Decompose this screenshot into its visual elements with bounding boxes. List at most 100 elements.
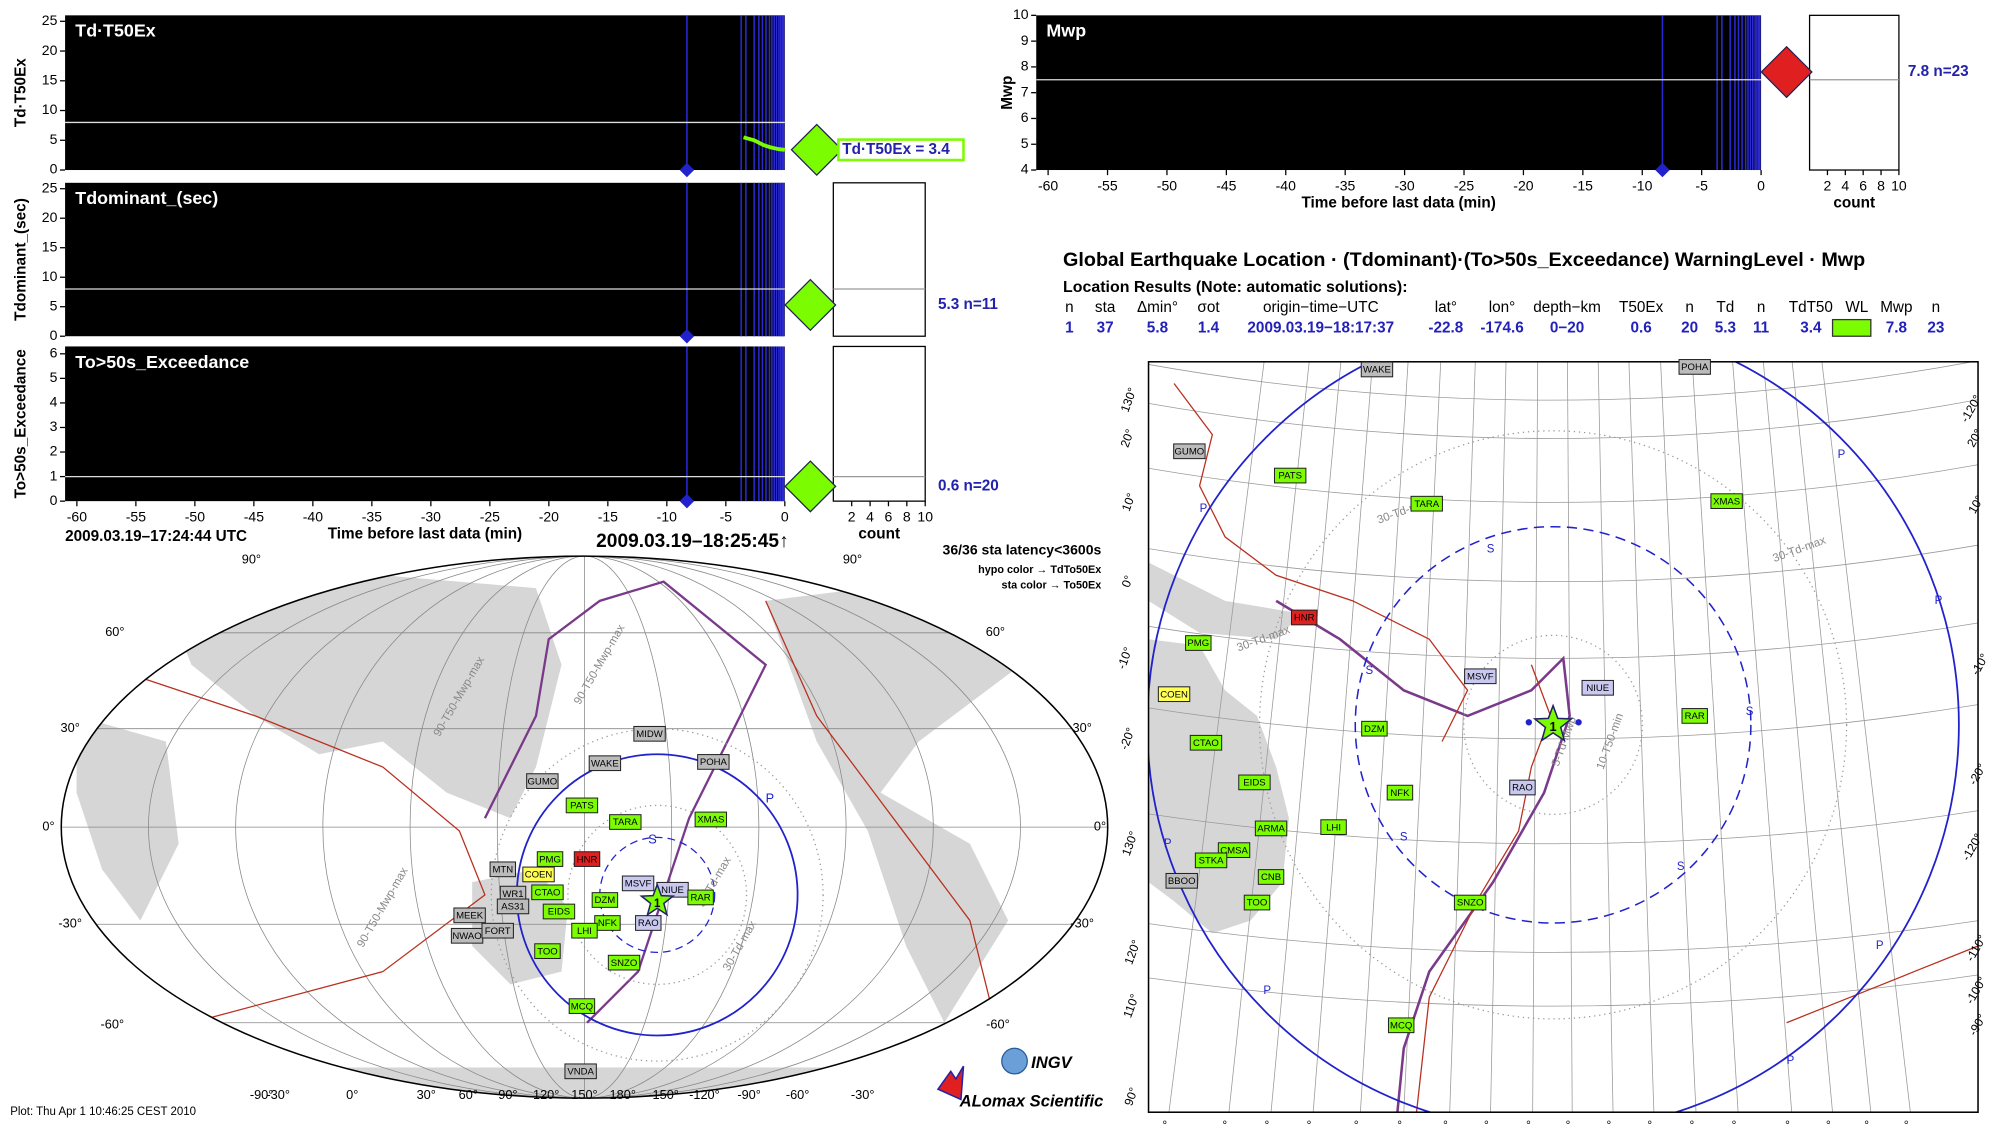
end-time: 2009.03.19–18:25:45↑ (596, 531, 788, 552)
ingv-globe (1001, 1047, 1028, 1075)
station-label: NWAO (452, 931, 481, 942)
count-tick-label: 8 (1877, 177, 1885, 193)
lat-label: 20° (1118, 427, 1137, 449)
station-box (526, 773, 559, 789)
table-header: Mwp (1880, 299, 1912, 316)
station-label: PATS (1278, 471, 1302, 482)
station-box (1173, 443, 1206, 460)
station-box (1509, 779, 1536, 796)
lat-label: 90° (1121, 1085, 1140, 1107)
lat-label: 0° (42, 818, 54, 833)
logo: ALomax Scientific (959, 1091, 1104, 1110)
graticule (148, 556, 1021, 1099)
map-border (1147, 361, 1979, 1113)
station-label: XMAS (1713, 496, 1740, 507)
station-label: RAR (1685, 711, 1705, 722)
station-box (633, 725, 666, 742)
x-tick-label: -60 (1038, 177, 1058, 193)
station-box (1581, 679, 1614, 696)
y-tick-label: 4 (1021, 161, 1029, 177)
station-box (496, 898, 530, 915)
lon-label: -90° (1895, 1118, 1916, 1125)
count-box (1808, 14, 1900, 171)
value-label: Td·T50Ex = 3.4 (842, 141, 950, 158)
phase-label: P (1876, 940, 1884, 952)
x-tick-label: -45 (1216, 177, 1236, 193)
count-tick-label: 10 (917, 508, 933, 524)
graticule (1312, 361, 1373, 1113)
y-tick-label: 5 (50, 131, 58, 147)
station-box (1410, 495, 1443, 512)
lon-label: 90° (498, 1087, 517, 1102)
station-label: PMG (539, 854, 561, 865)
station-box (536, 851, 564, 867)
logo: INGV (1031, 1053, 1073, 1072)
station-box (489, 861, 517, 878)
graticule (235, 556, 934, 1099)
graticule (1732, 361, 1793, 1113)
count-tick-label: 2 (848, 508, 856, 524)
station-box (1194, 852, 1228, 869)
station-label: TOO (1247, 898, 1268, 909)
lat-label: -30° (1070, 916, 1094, 931)
lon-label: -60° (786, 1087, 810, 1102)
phase-label: P (1263, 985, 1271, 997)
station-box (1165, 872, 1198, 889)
station-box (1464, 668, 1497, 685)
td-ring (1463, 634, 1644, 815)
panel-title: Tdominant_(sec) (75, 188, 218, 208)
plate-boundary (1786, 945, 1979, 1024)
table-header: σot (1197, 299, 1220, 316)
station-label: MTN (492, 864, 513, 875)
station-box (1189, 734, 1223, 751)
station-box (571, 922, 598, 939)
origin-marker (679, 162, 695, 178)
lon-label: -100° (1854, 1118, 1877, 1125)
y-tick-label: 0 (50, 492, 58, 508)
hypo-dot (1575, 719, 1582, 726)
y-tick-label: 15 (42, 238, 58, 254)
lon-label: 160° (1434, 1118, 1456, 1125)
table-header: n (1685, 299, 1694, 316)
station-label: EIDS (548, 907, 570, 918)
station-label: RAO (638, 918, 659, 929)
count-tick-label: 10 (1891, 177, 1907, 193)
lat-label: 0° (1119, 573, 1136, 589)
station-box (1360, 361, 1394, 378)
y-axis-label: Td·T50Ex (13, 58, 30, 127)
station-box (564, 1063, 597, 1080)
table-header: lon° (1489, 299, 1516, 316)
station-label: POHA (1681, 362, 1709, 373)
x-tick-label: -55 (1097, 177, 1117, 193)
station-label: RAR (691, 893, 711, 904)
y-tick-label: 6 (50, 345, 58, 361)
graticule (1762, 361, 1833, 1113)
station-box (687, 889, 714, 906)
lat-label: 30° (61, 720, 80, 735)
plate-boundary (101, 664, 486, 1024)
value-marker (784, 460, 837, 513)
table-cell: 0−20 (1550, 320, 1584, 337)
station-label: POHA (700, 757, 728, 768)
footer: Plot: Thu Apr 1 10:46:25 CEST 2010 (10, 1106, 196, 1118)
station-label: PATS (570, 801, 594, 812)
event-label: 1 (1550, 719, 1557, 734)
x-tick-label: -30 (421, 508, 441, 524)
count-label: count (858, 525, 900, 542)
y-tick-label: 2 (50, 443, 58, 459)
lon-label: -120° (1774, 1118, 1797, 1125)
station-label: SNZO (611, 958, 638, 969)
lon-label: -160° (1596, 1118, 1619, 1125)
graticule (1821, 361, 1911, 1113)
graticule (1490, 361, 1507, 1113)
station-box (534, 943, 561, 959)
station-box (1238, 774, 1271, 791)
y-tick-label: 5 (50, 369, 58, 385)
count-tick-label: 6 (1859, 177, 1867, 193)
station-label: RAO (1512, 783, 1533, 794)
lon-label: -30° (851, 1087, 875, 1102)
count-tick-label: 8 (903, 508, 911, 524)
station-label: CMSA (1220, 845, 1248, 856)
x-tick-label: -60 (67, 508, 87, 524)
